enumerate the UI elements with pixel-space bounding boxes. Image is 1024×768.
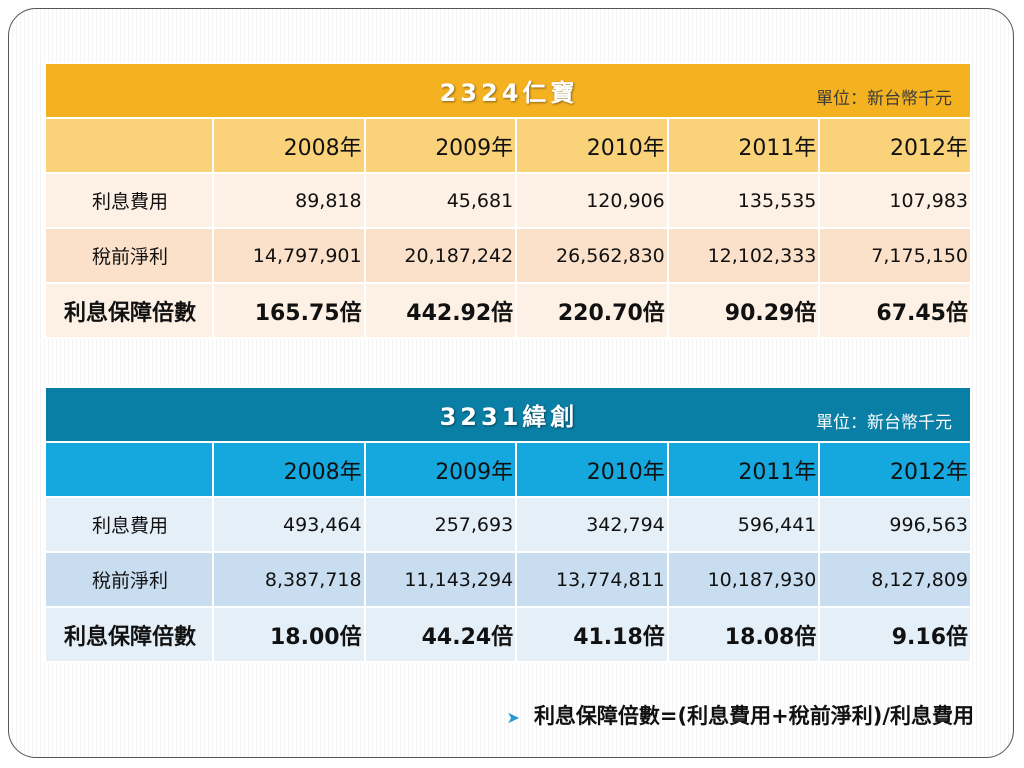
table-cell: 257,693 — [363, 496, 518, 553]
table-cell: 107,983 — [818, 172, 972, 229]
formula-text: 利息保障倍數=(利息費用+稅前淨利)/利息費用 — [533, 704, 974, 728]
year-header: 2012年 — [818, 441, 972, 498]
table-cell: 996,563 — [818, 496, 972, 553]
table-cell: 10,187,930 — [666, 551, 821, 608]
table-cell: 13,774,811 — [515, 551, 669, 608]
table-cell: 18.00倍 — [212, 606, 366, 663]
year-header-row: 2008年 2009年 2010年 2011年 2012年 — [44, 117, 972, 174]
table-cell: 41.18倍 — [515, 606, 669, 663]
unit-label: 單位：新台幣千元 — [816, 413, 952, 433]
table-cell: 120,906 — [515, 172, 669, 229]
unit-label: 單位：新台幣千元 — [816, 89, 952, 109]
table-cell: 18.08倍 — [666, 606, 821, 663]
year-header: 2009年 — [363, 117, 518, 174]
header-corner — [44, 441, 214, 498]
company-table-3231: 3231緯創 單位：新台幣千元 2008年 2009年 2010年 2011年 … — [44, 386, 972, 663]
table-cell: 44.24倍 — [363, 606, 518, 663]
table-cell: 442.92倍 — [363, 282, 518, 339]
table-row-interest-coverage: 利息保障倍數 165.75倍 442.92倍 220.70倍 90.29倍 67… — [44, 282, 972, 339]
table-cell: 14,797,901 — [212, 227, 366, 284]
table-title-cell: 2324仁寶 單位：新台幣千元 — [44, 62, 972, 119]
table-cell: 12,102,333 — [666, 227, 821, 284]
table-cell: 135,535 — [666, 172, 821, 229]
table-cell: 11,143,294 — [363, 551, 518, 608]
year-header: 2012年 — [818, 117, 972, 174]
arrow-bullet-icon: ➤ — [506, 708, 520, 727]
table-title-row: 2324仁寶 單位：新台幣千元 — [44, 62, 972, 119]
table-row-pretax-income: 稅前淨利 14,797,901 20,187,242 26,562,830 12… — [44, 227, 972, 284]
table-cell: 45,681 — [363, 172, 518, 229]
table-cell: 89,818 — [212, 172, 366, 229]
row-label: 稅前淨利 — [44, 551, 214, 608]
table-cell: 90.29倍 — [666, 282, 821, 339]
row-label: 利息費用 — [44, 496, 214, 553]
table-cell: 67.45倍 — [818, 282, 972, 339]
company-table-2324: 2324仁寶 單位：新台幣千元 2008年 2009年 2010年 2011年 … — [44, 62, 972, 339]
table-cell: 8,127,809 — [818, 551, 972, 608]
table-title-row: 3231緯創 單位：新台幣千元 — [44, 386, 972, 443]
row-label: 稅前淨利 — [44, 227, 214, 284]
year-header: 2008年 — [212, 441, 366, 498]
table-cell: 9.16倍 — [818, 606, 972, 663]
table-cell: 342,794 — [515, 496, 669, 553]
table-cell: 493,464 — [212, 496, 366, 553]
table-row-interest-expense: 利息費用 89,818 45,681 120,906 135,535 107,9… — [44, 172, 972, 229]
year-header: 2008年 — [212, 117, 366, 174]
row-label: 利息保障倍數 — [44, 282, 214, 339]
table-cell: 596,441 — [666, 496, 821, 553]
year-header: 2009年 — [363, 441, 518, 498]
table-cell: 26,562,830 — [515, 227, 669, 284]
table-row-interest-expense: 利息費用 493,464 257,693 342,794 596,441 996… — [44, 496, 972, 553]
table-title: 3231緯創 — [439, 403, 579, 431]
year-header: 2010年 — [515, 117, 669, 174]
year-header: 2011年 — [666, 441, 821, 498]
table-title: 2324仁寶 — [439, 79, 579, 107]
formula-note: ➤ 利息保障倍數=(利息費用+稅前淨利)/利息費用 — [507, 700, 974, 730]
header-corner — [44, 117, 214, 174]
table-cell: 165.75倍 — [212, 282, 366, 339]
row-label: 利息保障倍數 — [44, 606, 214, 663]
table-cell: 8,387,718 — [212, 551, 366, 608]
table-cell: 20,187,242 — [363, 227, 518, 284]
table-title-cell: 3231緯創 單位：新台幣千元 — [44, 386, 972, 443]
year-header: 2010年 — [515, 441, 669, 498]
year-header: 2011年 — [666, 117, 821, 174]
table-cell: 7,175,150 — [818, 227, 972, 284]
row-label: 利息費用 — [44, 172, 214, 229]
table-cell: 220.70倍 — [515, 282, 669, 339]
table-row-pretax-income: 稅前淨利 8,387,718 11,143,294 13,774,811 10,… — [44, 551, 972, 608]
year-header-row: 2008年 2009年 2010年 2011年 2012年 — [44, 441, 972, 498]
table-row-interest-coverage: 利息保障倍數 18.00倍 44.24倍 41.18倍 18.08倍 9.16倍 — [44, 606, 972, 663]
